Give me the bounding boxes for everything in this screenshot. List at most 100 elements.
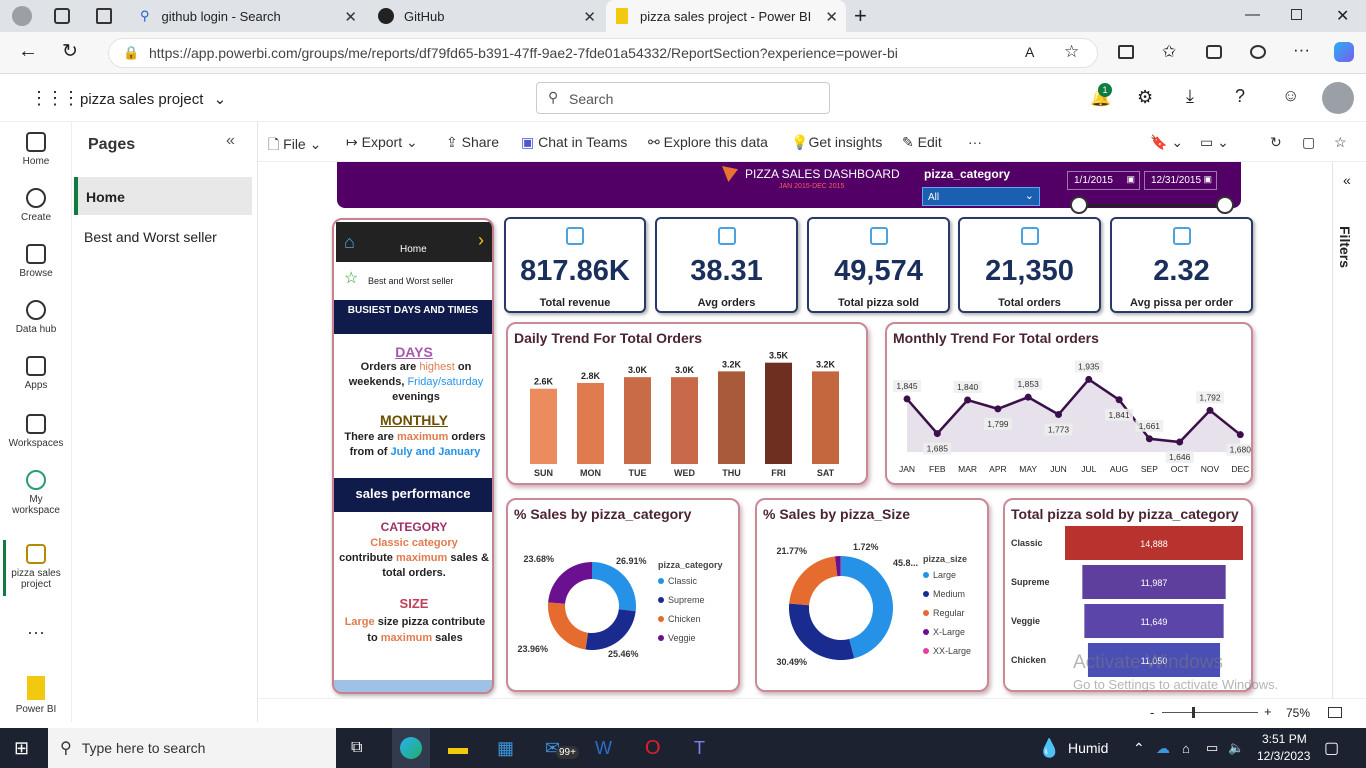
sales-by-category-chart[interactable]: % Sales by pizza_category pizza_category… <box>506 498 740 692</box>
word-icon[interactable]: W <box>595 737 612 758</box>
store-icon[interactable]: ▦ <box>497 737 515 758</box>
kpi-total-orders[interactable]: 21,350 Total orders <box>958 217 1101 313</box>
split-screen-icon[interactable] <box>1118 45 1134 59</box>
clock-time[interactable]: 3:51 PM <box>1262 732 1307 746</box>
daily-trend-chart[interactable]: Daily Trend For Total Orders 2.6K SUN 2.8K… <box>506 322 868 485</box>
workspaces-icon[interactable] <box>54 8 70 24</box>
edit-button[interactable]: ✎ Edit <box>902 134 942 151</box>
download-icon[interactable]: ⤓ <box>1186 86 1194 106</box>
search-input[interactable]: ⚲ Search <box>536 82 830 114</box>
date-end-input[interactable]: 12/31/2015 ▣ <box>1144 171 1217 190</box>
feedback-icon[interactable]: ☺ <box>1282 86 1300 105</box>
network-icon[interactable]: ⌂ <box>1182 740 1190 756</box>
comment-icon[interactable]: ▢ <box>1302 134 1316 150</box>
nav-powerbi[interactable]: Power BI <box>0 676 72 715</box>
more-options-icon[interactable]: ··· <box>968 134 982 150</box>
sales-by-size-chart[interactable]: % Sales by pizza_Size pizza_size Large Med… <box>755 498 989 692</box>
avatar[interactable] <box>1322 82 1354 114</box>
nav-workspaces[interactable]: Workspaces <box>0 414 72 449</box>
date-slider-handle-start[interactable] <box>1070 196 1088 214</box>
zoom-slider-thumb[interactable] <box>1192 707 1195 718</box>
collapse-pages-icon[interactable]: « <box>226 132 235 149</box>
maximize-icon[interactable] <box>1291 9 1302 20</box>
taskbar-search[interactable]: ⚲ Type here to search <box>48 728 336 768</box>
back-icon[interactable]: ← <box>18 40 38 62</box>
zoom-out-icon[interactable]: - <box>1150 705 1155 720</box>
explore-data-button[interactable]: ⚯ Explore this data <box>648 134 768 151</box>
more-icon[interactable]: ··· <box>27 622 45 642</box>
nav-my-workspace[interactable]: My workspace <box>0 470 72 516</box>
opera-icon[interactable]: O <box>645 736 661 759</box>
zoom-in-icon[interactable]: + <box>1264 704 1272 719</box>
teams-icon[interactable]: T <box>694 737 705 758</box>
expand-filters-icon[interactable]: « <box>1343 172 1351 188</box>
kpi-total-revenue[interactable]: 817.86K Total revenue <box>504 217 646 313</box>
date-slider-track[interactable] <box>1078 204 1226 207</box>
clock-date[interactable]: 12/3/2023 <box>1257 749 1311 763</box>
app-launcher-icon[interactable]: ⋮⋮⋮ <box>30 88 80 108</box>
favorite-icon[interactable]: ☆ <box>1064 42 1080 61</box>
volume-icon[interactable]: 🔈 <box>1228 740 1245 755</box>
tab-github-search[interactable]: ⚲ github login - Search ✕ <box>130 0 365 32</box>
minimize-icon[interactable]: — <box>1245 6 1260 23</box>
more-icon[interactable]: ··· <box>1293 40 1310 59</box>
start-button[interactable]: ⊞ <box>14 737 30 758</box>
onedrive-icon[interactable]: ☁ <box>1156 739 1170 756</box>
kpi-avg-orders[interactable]: 38.31 Avg orders <box>655 217 798 313</box>
kpi-total-pizza-sold[interactable]: 49,574 Total pizza sold <box>807 217 950 313</box>
nav-home[interactable]: Home <box>0 132 72 167</box>
read-aloud-icon[interactable]: A <box>1025 44 1035 60</box>
nav-browse[interactable]: Browse <box>0 244 72 279</box>
date-slider-handle-end[interactable] <box>1216 196 1234 214</box>
notification-center-icon[interactable]: ▢ <box>1324 740 1340 757</box>
favorites-icon[interactable]: ✩ <box>1162 42 1177 61</box>
share-button[interactable]: ⇪ Share <box>446 134 499 151</box>
view-icon[interactable]: ▭ ⌄ <box>1200 134 1229 150</box>
battery-icon[interactable]: ▭ <box>1206 740 1219 755</box>
tab-github[interactable]: GitHub ✕ <box>368 0 604 32</box>
extensions-icon[interactable] <box>1250 45 1266 59</box>
category-slicer[interactable]: All ⌄ <box>922 187 1040 206</box>
nav-apps[interactable]: Apps <box>0 356 72 391</box>
workspace-title[interactable]: pizza sales project ⌄ <box>80 90 226 108</box>
new-tab-icon[interactable]: + <box>854 3 867 28</box>
collections-icon[interactable] <box>1206 45 1222 59</box>
weather-text[interactable]: Humid <box>1068 740 1109 756</box>
close-tab-icon[interactable]: ✕ <box>583 9 596 26</box>
pizza-sold-by-category-chart[interactable]: Total pizza sold by pizza_category Class… <box>1003 498 1253 692</box>
zoom-slider[interactable] <box>1162 712 1258 713</box>
refresh-icon[interactable]: ↻ <box>1270 134 1282 150</box>
export-menu[interactable]: ↦ Export ⌄ <box>346 134 418 150</box>
close-window-icon[interactable]: ✕ <box>1336 8 1350 25</box>
page-item-home[interactable]: Home <box>74 177 252 215</box>
kpi-avg-pizza-per-order[interactable]: 2.32 Avg pissa per order <box>1110 217 1253 313</box>
url-field[interactable]: 🔒 https://app.powerbi.com/groups/me/repo… <box>108 38 1098 68</box>
monthly-trend-chart[interactable]: Monthly Trend For Total orders 1,845 JAN 1… <box>885 322 1253 485</box>
close-tab-icon[interactable]: ✕ <box>825 9 838 26</box>
bookmark-icon[interactable]: 🔖 ⌄ <box>1150 134 1184 150</box>
profile-icon[interactable] <box>12 6 32 26</box>
fit-page-icon[interactable] <box>1328 707 1342 718</box>
date-start-input[interactable]: 1/1/2015 ▣ <box>1067 171 1140 190</box>
chat-in-teams-button[interactable]: ▣ Chat in Teams <box>521 134 627 151</box>
file-explorer-icon[interactable]: ▬ <box>448 736 468 759</box>
tab-powerbi[interactable]: pizza sales project - Power BI ✕ <box>606 0 846 32</box>
edge-icon[interactable] <box>392 728 430 768</box>
nav-create[interactable]: Create <box>0 188 72 223</box>
nav-pizza-sales-project[interactable]: pizza sales project <box>0 544 72 590</box>
tab-actions-icon[interactable] <box>96 8 112 24</box>
nav-home-button[interactable]: ⌂ Home › <box>336 222 492 262</box>
help-icon[interactable]: ? <box>1235 86 1246 106</box>
favorite-icon[interactable]: ☆ <box>1334 134 1347 150</box>
copilot-icon[interactable] <box>1334 42 1354 62</box>
filters-pane[interactable]: « Filters <box>1332 162 1366 698</box>
close-tab-icon[interactable]: ✕ <box>344 9 357 26</box>
get-insights-button[interactable]: 💡Get insights <box>791 134 882 151</box>
nav-best-worst-button[interactable]: ☆ Best and Worst seller <box>336 262 492 298</box>
task-view-icon[interactable]: ⧉ <box>351 739 363 756</box>
refresh-icon[interactable]: ↻ <box>62 41 78 62</box>
page-item-best-worst[interactable]: Best and Worst seller <box>84 229 217 245</box>
file-menu[interactable]: 🗋 File ⌄ <box>268 136 322 152</box>
nav-data-hub[interactable]: Data hub <box>0 300 72 335</box>
settings-icon[interactable]: ⚙ <box>1137 87 1154 107</box>
